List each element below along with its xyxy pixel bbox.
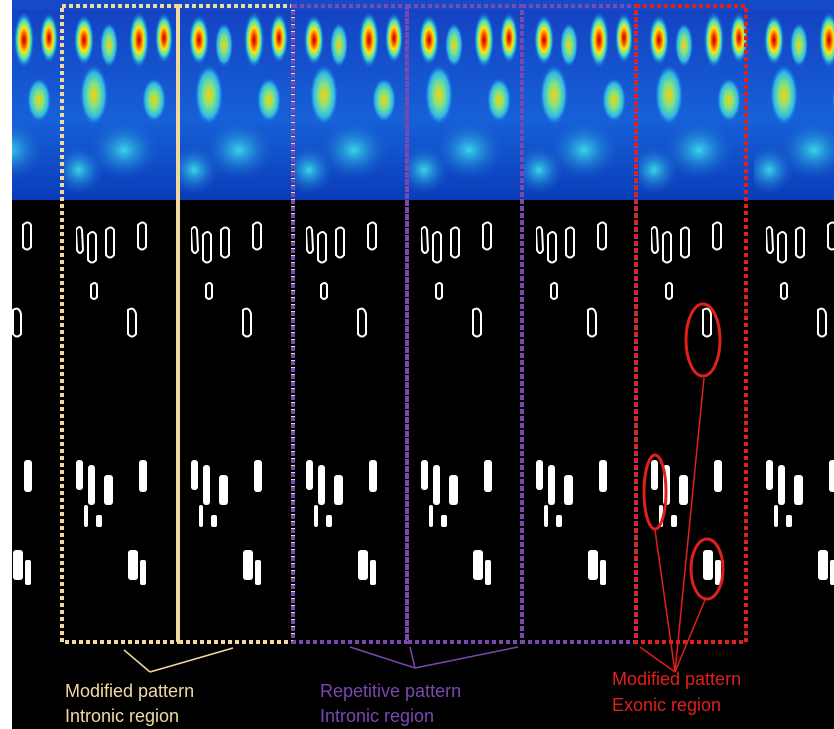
arrow xyxy=(639,646,676,673)
label: Intronic region xyxy=(65,706,179,726)
arrow xyxy=(409,646,416,669)
repetitive-box xyxy=(291,4,409,644)
spectrogram xyxy=(12,0,834,200)
exonic-box xyxy=(634,4,748,644)
repetitive-box xyxy=(520,4,638,644)
arrow xyxy=(414,646,519,669)
arrow xyxy=(674,377,705,673)
arrow xyxy=(674,599,706,673)
region-boxes xyxy=(60,4,748,644)
detected-patterns xyxy=(12,200,834,640)
arrow xyxy=(654,529,676,673)
modified-intronic-box xyxy=(176,4,295,644)
label: Repetitive pattern xyxy=(320,681,461,701)
arrows xyxy=(123,377,706,673)
arrow xyxy=(123,649,151,673)
labels: Modified pattern Intronic region Repetit… xyxy=(65,669,741,726)
highlight xyxy=(684,302,722,378)
arrow xyxy=(349,646,416,669)
label: Modified pattern xyxy=(65,681,194,701)
repetitive-box xyxy=(405,4,524,644)
label: Exonic region xyxy=(612,695,721,715)
highlight-circles xyxy=(642,302,725,601)
highlight xyxy=(689,537,725,601)
label: Intronic region xyxy=(320,706,434,726)
highlight xyxy=(642,453,668,531)
label: Modified pattern xyxy=(612,669,741,689)
arrow xyxy=(149,647,234,673)
